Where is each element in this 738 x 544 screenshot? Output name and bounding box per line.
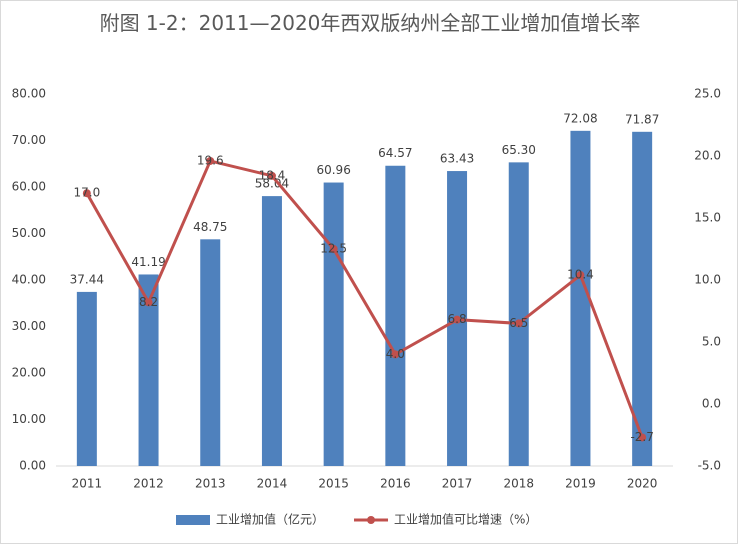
y-tick-label: 40.00	[12, 273, 46, 287]
bar	[261, 196, 282, 466]
y-tick-label: 60.00	[12, 180, 46, 194]
y2-tick-label: 0.0	[702, 397, 721, 411]
x-tick-label: 2014	[257, 477, 288, 491]
bar	[323, 182, 344, 466]
chart-title: 附图 1-2：2011—2020年西双版纳州全部工业增加值增长率	[99, 11, 641, 35]
x-tick-label: 2016	[380, 477, 411, 491]
bar	[570, 130, 591, 466]
y2-tick-label: 20.0	[694, 149, 721, 163]
x-tick-label: 2020	[627, 477, 658, 491]
line-value-label: 6.5	[509, 316, 528, 330]
line-value-label: 6.8	[448, 312, 467, 326]
line-marker	[576, 271, 585, 280]
bar	[385, 165, 406, 466]
bar-value-label: 48.75	[193, 220, 227, 234]
line-marker	[206, 156, 215, 165]
bar	[508, 162, 529, 467]
line-value-label: 12.5	[320, 242, 347, 256]
line-marker	[82, 189, 91, 198]
line-value-label: 17.0	[73, 186, 100, 200]
line-marker	[514, 319, 523, 328]
y2-tick-label: 25.0	[694, 87, 721, 101]
y2-tick-label: 10.0	[694, 273, 721, 287]
x-tick-label: 2017	[442, 477, 473, 491]
bar-value-label: 37.44	[70, 272, 104, 286]
line-marker	[638, 433, 647, 442]
x-tick-label: 2019	[565, 477, 596, 491]
bar	[76, 291, 97, 466]
x-tick-label: 2013	[195, 477, 226, 491]
bar-value-label: 71.87	[625, 112, 659, 126]
x-tick-label: 2011	[72, 477, 103, 491]
x-tick-label: 2012	[133, 477, 164, 491]
y-tick-label: 80.00	[12, 87, 46, 101]
line-value-label: 19.6	[197, 153, 224, 167]
legend-swatch	[176, 515, 210, 525]
legend-label: 工业增加值可比增速（%）	[394, 512, 537, 527]
legend-label: 工业增加值（亿元）	[216, 512, 324, 527]
line	[85, 159, 644, 439]
y-tick-label: 20.00	[12, 366, 46, 380]
line-marker	[267, 171, 276, 180]
bar-value-label: 64.57	[378, 146, 412, 160]
bar-value-label: 72.08	[563, 111, 597, 125]
legend-swatch-marker	[367, 516, 376, 524]
line-value-label: 4.0	[386, 347, 405, 361]
line-marker	[144, 298, 153, 307]
line-marker	[329, 245, 338, 253]
line-marker	[391, 350, 400, 359]
line-marker	[453, 315, 462, 324]
line-value-label: -2.7	[630, 430, 653, 444]
y-tick-label: 70.00	[12, 133, 46, 147]
x-tick-label: 2015	[318, 477, 349, 491]
bar	[138, 274, 159, 466]
y-tick-label: 30.00	[12, 319, 46, 333]
bar-value-label: 41.19	[131, 255, 165, 269]
line-value-label: 8.2	[139, 295, 158, 309]
bar	[632, 131, 653, 466]
line-value-label: 10.4	[567, 268, 594, 282]
y-tick-label: 50.00	[12, 226, 46, 240]
bar-value-label: 60.96	[316, 163, 350, 177]
y-tick-label: 10.00	[12, 412, 46, 426]
y2-tick-label: -5.0	[698, 459, 721, 473]
y2-tick-label: 15.0	[694, 211, 721, 225]
x-tick-label: 2018	[503, 477, 534, 491]
y2-tick-label: 5.0	[702, 335, 721, 349]
line-value-label: 18.4	[259, 168, 286, 182]
y-tick-label: 0.00	[19, 459, 46, 473]
bar-value-label: 63.43	[440, 152, 474, 166]
bar-value-label: 65.30	[502, 143, 536, 157]
bar	[200, 239, 221, 466]
